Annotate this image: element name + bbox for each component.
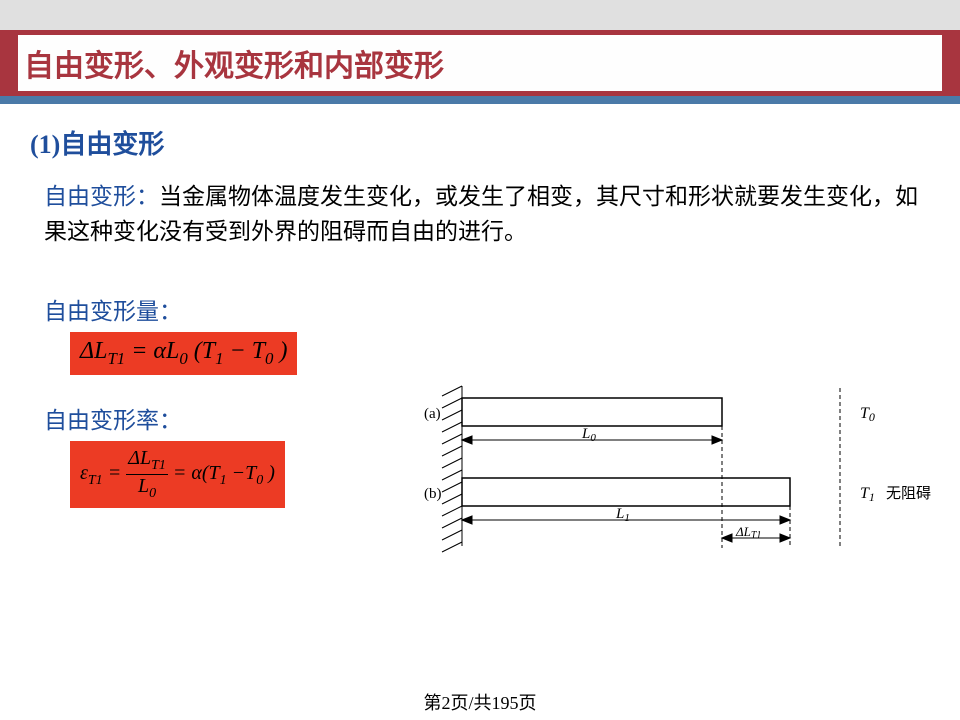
definition-paragraph: 自由变形：当金属物体温度发生变化，或发生了相变，其尺寸和形状就要发生变化，如果这… [44, 179, 918, 248]
title-bar: 自由变形、外观变形和内部变形 [0, 30, 960, 96]
page-total: 195 [492, 693, 519, 713]
deformation-diagram: (a) L0 (b) L1 ΔLT1 T0 T1 无阻碍 [410, 380, 940, 580]
top-gray-bar [0, 0, 960, 30]
definition-body: 当金属物体温度发生变化，或发生了相变，其尺寸和形状就要发生变化，如果这种变化没有… [44, 183, 918, 244]
label-T1: T1 [860, 485, 875, 504]
title-inner: 自由变形、外观变形和内部变形 [18, 35, 942, 91]
section-heading: (1)自由变形 [30, 124, 930, 161]
label-note: 无阻碍 [886, 485, 931, 502]
label-L0: L0 [581, 426, 596, 444]
section-name: 自由变形 [60, 129, 164, 159]
page-number: 第2页/共195页 [0, 689, 960, 715]
label-a: (a) [424, 406, 441, 422]
formula-rate: εT1 = ΔLT1 L0 = α(T1 −T0 ) [70, 441, 285, 508]
slide-title: 自由变形、外观变形和内部变形 [24, 41, 444, 85]
label-L1: L1 [615, 506, 630, 524]
formula-amount: ΔLT1 = αL0 (T1 − T0 ) [70, 332, 297, 375]
label-T0: T0 [860, 405, 875, 424]
amount-label: 自由变形量： [44, 292, 930, 326]
page-current: 2 [441, 693, 450, 713]
label-b: (b) [424, 486, 442, 502]
bar-a [462, 398, 722, 426]
wall-hatch [442, 386, 462, 552]
definition-lead: 自由变形： [44, 183, 159, 209]
section-number: (1) [30, 130, 60, 159]
bar-b [462, 478, 790, 506]
accent-line [0, 96, 960, 104]
label-dL: ΔLT1 [735, 524, 761, 541]
